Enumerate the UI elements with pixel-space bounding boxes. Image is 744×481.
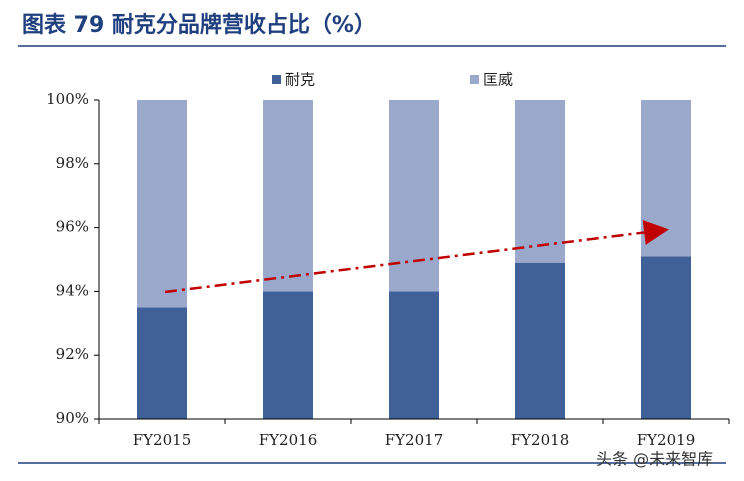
- legend-label: 匡威: [483, 71, 513, 89]
- y-tick-label: 96%: [56, 218, 89, 236]
- bar-segment: [263, 291, 313, 419]
- legend-swatch: [272, 75, 281, 84]
- y-tick-label: 98%: [56, 154, 89, 172]
- legend-swatch: [470, 75, 479, 84]
- watermark: 头条 @未来智库: [596, 450, 713, 469]
- x-tick-label: FY2017: [385, 431, 443, 449]
- y-tick-label: 100%: [46, 90, 89, 108]
- x-tick-label: FY2016: [259, 431, 317, 449]
- bar-segment: [137, 100, 187, 308]
- bar-segment: [641, 100, 691, 257]
- bar-segment: [389, 291, 439, 419]
- x-tick-label: FY2018: [511, 431, 569, 449]
- y-tick-label: 94%: [56, 281, 89, 299]
- bar-segment: [515, 100, 565, 263]
- x-tick-label: FY2019: [637, 431, 695, 449]
- bar-segment: [263, 100, 313, 292]
- bars: [137, 100, 691, 419]
- bar-segment: [137, 307, 187, 419]
- y-tick-label: 92%: [56, 345, 89, 363]
- trend-arrow: [164, 220, 669, 294]
- chart-title: 图表 79 耐克分品牌营收占比（%）: [22, 12, 376, 38]
- y-tick-label: 90%: [56, 409, 89, 427]
- legend-label: 耐克: [285, 71, 315, 89]
- bar-segment: [515, 262, 565, 419]
- x-tick-label: FY2015: [133, 431, 191, 449]
- bar-segment: [641, 256, 691, 419]
